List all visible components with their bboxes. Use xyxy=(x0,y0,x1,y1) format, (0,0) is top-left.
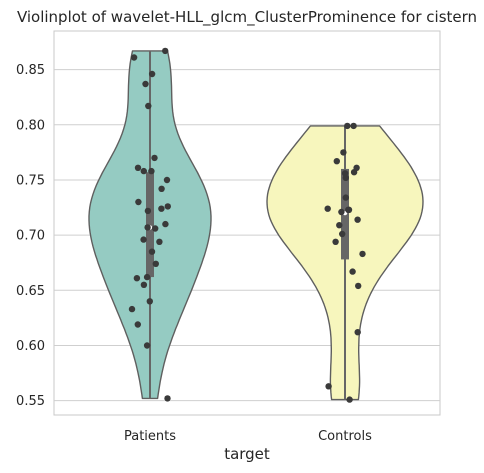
data-point xyxy=(152,260,159,267)
data-point xyxy=(156,238,163,245)
data-point xyxy=(130,54,138,61)
data-point xyxy=(336,222,343,229)
data-point xyxy=(135,198,142,206)
x-tick-label-controls: Controls xyxy=(318,429,372,444)
data-point xyxy=(148,70,156,78)
data-point xyxy=(148,248,156,255)
x-axis-ticks: Patients Controls xyxy=(124,429,372,444)
data-point xyxy=(163,176,171,184)
data-point xyxy=(140,167,147,175)
data-point xyxy=(345,206,353,213)
data-point xyxy=(324,205,331,212)
data-point xyxy=(332,238,339,245)
data-point xyxy=(355,282,362,290)
data-point xyxy=(164,395,171,402)
y-tick-label: 0.70 xyxy=(16,229,45,244)
data-point xyxy=(350,122,357,130)
data-point xyxy=(162,220,169,228)
y-tick-label: 0.75 xyxy=(16,173,45,188)
data-point xyxy=(144,224,151,231)
data-point xyxy=(354,329,361,336)
data-point xyxy=(339,230,346,238)
data-point xyxy=(134,164,142,171)
data-point xyxy=(158,205,165,212)
data-point xyxy=(140,236,147,243)
y-axis-ticks: 0.55 0.60 0.65 0.70 0.75 0.80 0.85 xyxy=(16,63,45,409)
x-tick-label-patients: Patients xyxy=(124,429,176,444)
data-point xyxy=(354,216,361,223)
data-point xyxy=(143,342,151,349)
data-point xyxy=(342,174,349,181)
data-point xyxy=(148,167,155,175)
data-point xyxy=(133,275,141,282)
y-tick-label: 0.60 xyxy=(16,339,45,354)
data-point xyxy=(342,194,349,201)
data-point xyxy=(340,149,347,156)
strip-points xyxy=(128,47,366,403)
data-point xyxy=(143,273,151,281)
data-point xyxy=(346,396,353,403)
data-point xyxy=(162,47,169,55)
x-axis-label: target xyxy=(224,445,270,463)
data-point xyxy=(344,122,351,130)
data-point xyxy=(134,321,141,328)
y-tick-label: 0.80 xyxy=(16,118,45,133)
iqr-box-patients xyxy=(146,172,154,278)
y-tick-label: 0.55 xyxy=(16,394,45,409)
data-point xyxy=(146,298,153,305)
y-tick-label: 0.85 xyxy=(16,63,45,78)
data-point xyxy=(144,207,152,215)
data-point xyxy=(158,185,165,192)
data-point xyxy=(151,154,158,162)
data-point xyxy=(152,225,159,232)
data-point xyxy=(359,250,366,258)
data-point xyxy=(128,305,136,313)
data-point xyxy=(164,203,171,210)
data-point xyxy=(325,383,332,390)
data-point xyxy=(142,80,149,88)
data-point xyxy=(338,208,345,216)
data-point xyxy=(145,102,152,110)
data-point xyxy=(350,169,358,176)
y-tick-label: 0.65 xyxy=(16,284,45,299)
data-point xyxy=(349,268,356,275)
chart-title: Violinplot of wavelet-HLL_glcm_ClusterPr… xyxy=(17,8,477,27)
data-point xyxy=(333,158,340,165)
data-point xyxy=(140,281,148,288)
